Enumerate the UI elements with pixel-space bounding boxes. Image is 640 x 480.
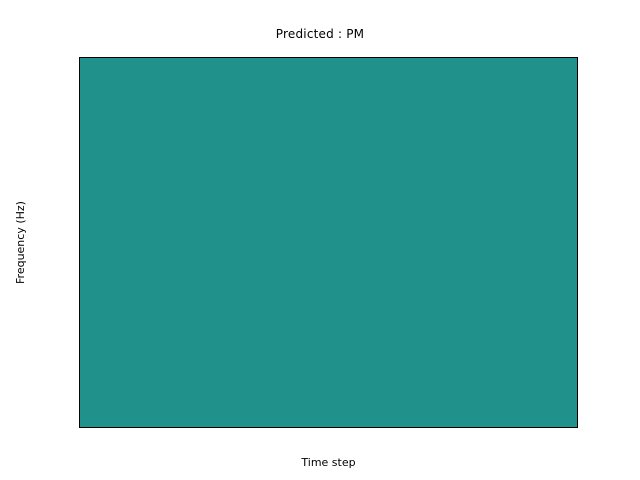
heatmap-axes [79, 57, 578, 428]
x-axis-label: Time step [301, 456, 356, 469]
chart-title: Predicted : PM [275, 27, 365, 41]
y-axis-label: Frequency (Hz) [14, 201, 27, 284]
heatmap-image [80, 58, 577, 427]
